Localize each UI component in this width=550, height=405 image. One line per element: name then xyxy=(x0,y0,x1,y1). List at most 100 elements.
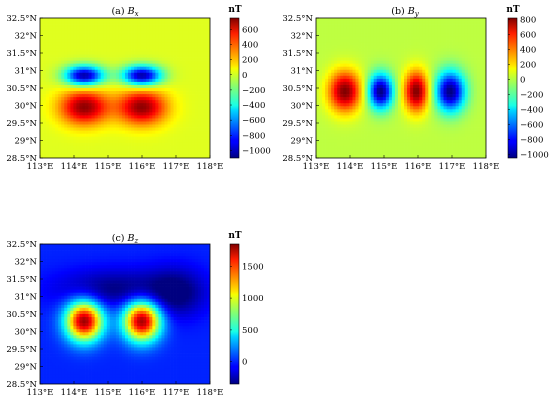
heatmap-cell xyxy=(316,124,320,128)
heatmap-cell xyxy=(76,103,80,107)
heatmap-cell xyxy=(452,75,456,80)
heatmap-cell xyxy=(179,145,184,150)
heatmap-cell xyxy=(467,88,472,92)
heatmap-cell xyxy=(340,94,344,98)
heatmap-cell xyxy=(458,39,463,43)
heatmap-cell xyxy=(352,33,356,37)
heatmap-cell xyxy=(46,91,50,95)
heatmap-cell xyxy=(67,36,71,40)
heatmap-cell xyxy=(428,48,432,52)
heatmap-cell xyxy=(464,21,469,25)
heatmap-cell xyxy=(191,100,196,104)
heatmap-cell xyxy=(452,91,456,95)
heatmap-cell xyxy=(55,106,59,110)
heatmap-cell xyxy=(118,91,123,95)
heatmap-cell xyxy=(355,45,359,49)
heatmap-cell xyxy=(73,60,77,64)
heatmap-cell xyxy=(91,75,95,80)
heatmap-cell xyxy=(322,81,326,86)
heatmap-cell xyxy=(179,118,184,122)
heatmap-cell xyxy=(112,81,117,86)
panel-b: (b) By 28.5°N29°N29.5°N30°N30.5°N31°N31.… xyxy=(282,5,548,172)
heatmap-cell xyxy=(416,109,420,113)
heatmap-cell xyxy=(452,72,456,77)
heatmap-cell xyxy=(191,94,196,98)
heatmap-cell xyxy=(322,27,326,31)
heatmap-cell xyxy=(167,39,171,43)
heatmap-cell xyxy=(118,42,123,46)
heatmap-cell xyxy=(140,118,144,122)
heatmap-cell xyxy=(413,130,417,134)
heatmap-cell xyxy=(446,78,450,83)
heatmap-cell xyxy=(194,69,199,74)
heatmap-cell xyxy=(197,148,202,153)
heatmap-cell xyxy=(479,51,484,55)
heatmap-cell xyxy=(94,118,99,122)
heatmap-cell xyxy=(155,112,159,116)
heatmap-cell xyxy=(67,103,71,107)
heatmap-cell xyxy=(437,30,441,34)
heatmap-cell xyxy=(349,127,353,131)
heatmap-cell xyxy=(106,142,111,147)
heatmap-cell xyxy=(434,94,438,98)
heatmap-cell xyxy=(410,45,414,49)
heatmap-cell xyxy=(200,63,205,68)
heatmap-cell xyxy=(322,69,326,74)
heatmap-cell xyxy=(149,42,153,46)
heatmap-cell xyxy=(437,88,441,92)
heatmap-cell xyxy=(334,94,338,98)
heatmap-cell xyxy=(152,109,156,113)
heatmap-cell xyxy=(416,81,420,86)
heatmap-cell xyxy=(382,88,387,92)
heatmap-cell xyxy=(391,24,396,28)
heatmap-cell xyxy=(125,130,129,134)
heatmap-cell xyxy=(152,36,156,40)
heatmap-cell xyxy=(461,84,466,89)
heatmap-cell xyxy=(140,75,144,80)
heatmap-cell xyxy=(382,112,387,116)
heatmap-cell xyxy=(316,45,320,49)
heatmap-cell xyxy=(458,94,463,98)
heatmap-cell xyxy=(143,42,147,46)
heatmap-cell xyxy=(88,78,92,83)
heatmap-cell xyxy=(46,97,50,101)
heatmap-cell xyxy=(125,78,129,83)
heatmap-cell xyxy=(437,78,441,83)
heatmap-cell xyxy=(394,27,399,31)
heatmap-cell xyxy=(125,33,129,37)
heatmap-cell xyxy=(43,24,47,28)
heatmap-cell xyxy=(109,136,114,141)
heatmap-cell xyxy=(419,136,423,141)
heatmap-cell xyxy=(73,21,77,25)
heatmap-cell xyxy=(434,112,438,116)
heatmap-cell xyxy=(319,63,323,68)
heatmap-cell xyxy=(437,24,441,28)
heatmap-cell xyxy=(331,57,335,61)
heatmap-cell xyxy=(334,109,338,113)
heatmap-cell xyxy=(164,39,168,43)
panel-a: (a) Bx 28.5°N29°N29.5°N30°N30.5°N31°N31.… xyxy=(6,5,270,172)
heatmap-cell xyxy=(479,84,484,89)
heatmap-cell xyxy=(79,84,83,89)
heatmap-cell xyxy=(358,63,362,68)
heatmap-cell xyxy=(203,133,208,138)
heatmap-cell xyxy=(431,24,435,28)
heatmap-cell xyxy=(376,24,381,28)
heatmap-cell xyxy=(401,21,405,25)
heatmap-cell xyxy=(91,103,95,107)
heatmap-cell xyxy=(473,66,478,71)
heatmap-cell xyxy=(376,51,381,55)
heatmap-cell xyxy=(452,121,456,125)
heatmap-cell xyxy=(49,109,53,113)
heatmap-cell xyxy=(446,94,450,98)
heatmap-cell xyxy=(40,81,44,86)
heatmap-cell xyxy=(46,57,50,61)
heatmap-cell xyxy=(146,136,150,141)
heatmap-cell xyxy=(97,118,102,122)
heatmap-cell xyxy=(343,103,347,107)
heatmap-cell xyxy=(413,54,417,58)
heatmap-cell xyxy=(455,124,460,128)
heatmap-cell xyxy=(76,127,80,131)
heatmap-cell xyxy=(349,18,353,22)
heatmap-cell xyxy=(164,127,168,131)
